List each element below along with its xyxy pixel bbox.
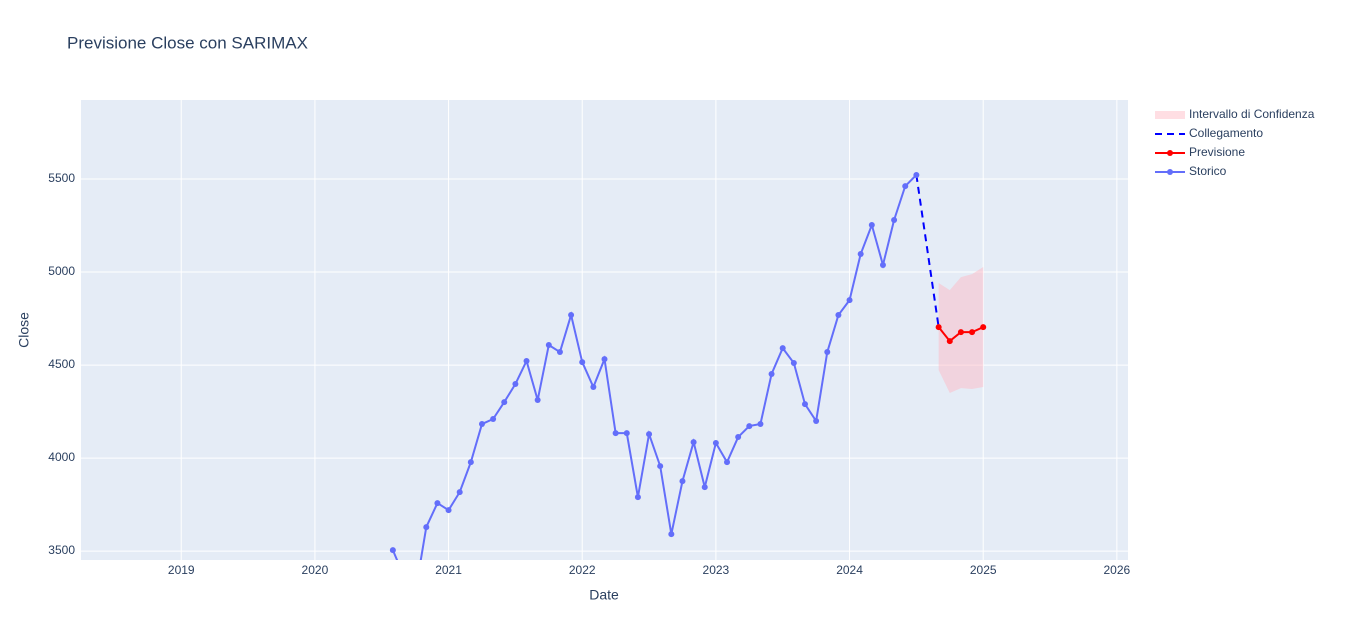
legend-marker (1167, 150, 1173, 156)
data-point (634, 494, 641, 501)
legend-label: Intervallo di Confidenza (1189, 107, 1315, 121)
data-point (868, 221, 875, 228)
x-tick-label: 2020 (302, 563, 329, 577)
y-tick-label: 5000 (48, 264, 75, 278)
data-point (757, 421, 764, 428)
data-point (768, 370, 775, 377)
connector-line (915, 174, 940, 328)
data-point (590, 384, 597, 391)
data-point (623, 430, 630, 437)
legend-label: Storico (1189, 164, 1227, 178)
data-point (657, 463, 664, 470)
data-point (969, 329, 976, 336)
x-axis-title: Date (589, 587, 619, 603)
legend-swatch (1155, 111, 1185, 119)
data-point (724, 459, 731, 466)
series-line (391, 174, 918, 560)
data-point (946, 338, 953, 345)
data-point (857, 251, 864, 258)
data-point (501, 399, 508, 406)
data-point (701, 484, 708, 491)
data-point (935, 324, 942, 331)
data-point (879, 261, 886, 268)
x-tick-label: 2024 (836, 563, 863, 577)
legend-marker (1167, 169, 1173, 175)
data-point (735, 434, 742, 441)
data-point (790, 360, 797, 367)
data-point (679, 478, 686, 485)
data-point (445, 507, 452, 514)
data-point (646, 431, 653, 438)
data-point (467, 459, 474, 466)
y-tick-label: 5500 (48, 171, 75, 185)
data-point (556, 349, 563, 356)
data-point (601, 356, 608, 363)
data-point (801, 401, 808, 408)
x-tick-label: 2026 (1104, 563, 1131, 577)
data-point (712, 440, 719, 447)
data-point (389, 547, 396, 554)
data-point (902, 183, 909, 190)
x-tick-label: 2025 (970, 563, 997, 577)
data-point (434, 500, 441, 507)
data-point (746, 423, 753, 430)
data-point (534, 397, 541, 404)
legend-label: Collegamento (1189, 126, 1263, 140)
data-point (456, 489, 463, 496)
x-tick-label: 2022 (569, 563, 596, 577)
data-point (913, 171, 920, 178)
data-point (891, 216, 898, 223)
data-point (612, 430, 619, 437)
y-tick-label: 3500 (48, 543, 75, 557)
data-point (423, 524, 430, 531)
data-point (478, 421, 485, 428)
chart-title: Previsione Close con SARIMAX (67, 33, 308, 52)
data-point (690, 439, 697, 446)
data-point (846, 297, 853, 304)
y-tick-label: 4000 (48, 450, 75, 464)
data-point (779, 345, 786, 352)
plot-area (81, 100, 1128, 560)
data-point (490, 416, 497, 423)
data-point (412, 591, 418, 597)
data-point (957, 329, 964, 336)
x-tick-label: 2023 (703, 563, 730, 577)
data-point (813, 418, 820, 425)
data-point (980, 324, 987, 331)
y-axis-title: Close (16, 312, 32, 348)
data-point (512, 381, 519, 388)
data-point (545, 341, 552, 348)
legend-label: Previsione (1189, 145, 1245, 159)
data-point (668, 531, 675, 538)
y-tick-label: 4500 (48, 357, 75, 371)
data-point (824, 349, 831, 356)
x-tick-label: 2021 (435, 563, 462, 577)
data-point (835, 312, 842, 319)
data-point (568, 312, 575, 319)
data-point (401, 574, 407, 580)
data-point (579, 359, 586, 366)
x-tick-label: 2019 (168, 563, 195, 577)
data-point (523, 357, 530, 364)
